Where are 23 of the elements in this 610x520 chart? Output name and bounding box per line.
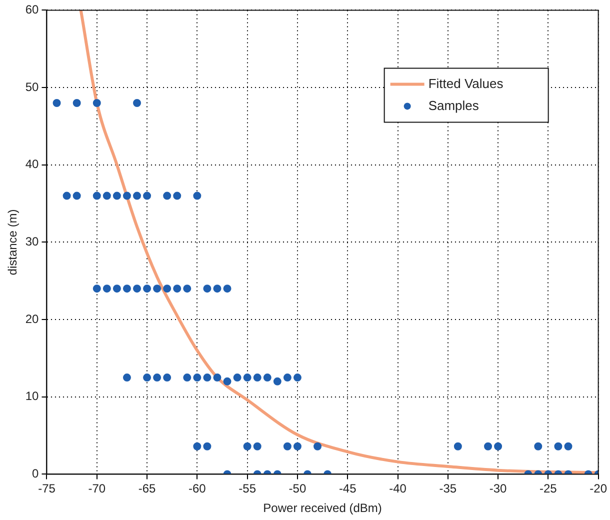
legend-label: Fitted Values — [428, 76, 504, 91]
y-tick-label: 20 — [25, 312, 40, 326]
x-tick-label: -55 — [238, 482, 256, 496]
legend-label: Samples — [428, 98, 480, 113]
y-tick-label: 30 — [25, 234, 40, 249]
y-tick-label: 50 — [25, 80, 40, 94]
y-tick-label: 60 — [25, 2, 40, 17]
y-axis-title: distance (m) — [6, 209, 20, 276]
y-tick-label: 40 — [25, 157, 40, 172]
x-tick-label: -20 — [590, 482, 608, 496]
x-tick-label: -25 — [540, 482, 558, 496]
x-tick-label: -30 — [489, 482, 508, 496]
x-axis-title: Power received (dBm) — [263, 501, 382, 516]
x-tick-label: -65 — [138, 482, 156, 496]
x-tick-label: -50 — [288, 482, 306, 496]
x-tick-label: -40 — [389, 482, 407, 496]
x-tick-label: -70 — [88, 482, 106, 496]
x-tick-label: -35 — [439, 482, 457, 496]
x-tick-label: -45 — [338, 482, 357, 496]
y-tick-label: 0 — [32, 466, 40, 481]
x-tick-label: -75 — [38, 482, 56, 496]
x-tick-label: -60 — [188, 482, 206, 496]
y-tick-label: 10 — [25, 389, 40, 404]
